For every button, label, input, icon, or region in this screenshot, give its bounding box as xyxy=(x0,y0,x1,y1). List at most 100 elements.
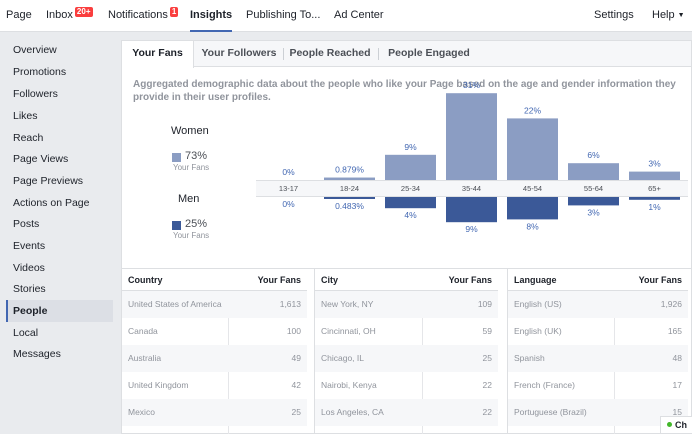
tab-settings[interactable]: Settings xyxy=(594,0,634,32)
column-header-your-fans[interactable]: Your Fans xyxy=(638,275,682,285)
row-value: 25 xyxy=(291,407,301,417)
sidebar-item-followers[interactable]: Followers xyxy=(13,88,58,100)
tab-ad-center[interactable]: Ad Center xyxy=(334,0,384,32)
caret-down-icon: ▼ xyxy=(677,12,685,19)
tab-publishing-label: Publishing To... xyxy=(246,9,321,21)
column-header-your-fans[interactable]: Your Fans xyxy=(448,275,492,285)
chat-button[interactable]: Ch xyxy=(660,416,692,434)
table-divider xyxy=(314,269,315,434)
column-header-country[interactable]: Country xyxy=(128,275,163,285)
women-value-label: 0.879% xyxy=(335,165,364,175)
row-name: Australia xyxy=(128,353,162,363)
men-value-label: 0% xyxy=(282,199,295,209)
women-value-label: 22% xyxy=(524,105,541,115)
column-header-your-fans[interactable]: Your Fans xyxy=(257,275,301,285)
table-header-row: Country Your Fans xyxy=(122,269,307,291)
row-name: Nairobi, Kenya xyxy=(321,380,377,390)
sidebar-item-videos[interactable]: Videos xyxy=(13,262,45,274)
row-name: Spanish xyxy=(514,353,545,363)
row-value: 49 xyxy=(291,353,301,363)
row-name: Los Angeles, CA xyxy=(321,407,384,417)
table-row: Los Angeles, CA 22 xyxy=(315,399,498,426)
tab-help[interactable]: Help ▼ xyxy=(652,0,685,32)
table-row: United Kingdom 42 xyxy=(122,372,307,399)
demographic-tables: Country Your Fans United States of Ameri… xyxy=(122,268,691,434)
sidebar-item-likes[interactable]: Likes xyxy=(13,110,38,122)
women-bar xyxy=(324,177,375,180)
online-status-icon xyxy=(667,422,672,427)
table-header-row: Language Your Fans xyxy=(508,269,688,291)
row-name: New York, NY xyxy=(321,299,374,309)
row-value: 22 xyxy=(482,380,492,390)
men-value-label: 3% xyxy=(587,207,600,217)
table-row: Spanish 48 xyxy=(508,345,688,372)
chat-label: Ch xyxy=(675,420,687,430)
tab-notifications-label: Notifications xyxy=(108,9,168,21)
women-bar xyxy=(507,118,558,180)
men-bar xyxy=(324,197,375,199)
tab-insights[interactable]: Insights xyxy=(190,0,233,32)
sidebar-item-page-previews[interactable]: Page Previews xyxy=(13,175,84,187)
table-row: Chicago, IL 25 xyxy=(315,345,498,372)
main-panel: Your Fans Your Followers People Reached … xyxy=(121,40,692,434)
sidebar-item-local[interactable]: Local xyxy=(13,327,39,339)
tab-publishing-tools[interactable]: Publishing To... xyxy=(246,0,320,32)
age-tick-label: 25-34 xyxy=(401,184,420,193)
women-bar xyxy=(629,171,680,180)
column-header-language[interactable]: Language xyxy=(514,275,557,285)
age-tick-label: 18-24 xyxy=(340,184,359,193)
men-value-label: 8% xyxy=(526,221,539,231)
sidebar-item-page-views[interactable]: Page Views xyxy=(13,153,69,165)
subtab-your-fans[interactable]: Your Fans xyxy=(122,41,194,68)
subtab-divider xyxy=(378,48,379,60)
row-value: 165 xyxy=(667,326,682,336)
women-value-label: 6% xyxy=(587,150,600,160)
sidebar-item-people[interactable]: People xyxy=(6,300,113,322)
row-name: Mexico xyxy=(128,407,155,417)
subtab-people-reached[interactable]: People Reached xyxy=(289,47,371,59)
tab-help-label: Help xyxy=(652,9,675,21)
table-row: English (UK) 165 xyxy=(508,318,688,345)
subtab-your-followers[interactable]: Your Followers xyxy=(201,47,277,59)
age-gender-chart: 0% 0% 13-17 0.879% 0.483% 18-24 9% 4% 25-34 31% 9%… xyxy=(279,80,680,234)
sidebar-item-stories[interactable]: Stories xyxy=(13,283,46,295)
men-fans-label: Your Fans xyxy=(173,231,210,240)
sidebar-item-reach[interactable]: Reach xyxy=(13,132,44,144)
men-value-label: 4% xyxy=(404,210,417,220)
row-name: English (UK) xyxy=(514,326,562,336)
row-value: 109 xyxy=(477,299,492,309)
men-bar xyxy=(446,197,497,223)
sidebar-item-actions-on-page[interactable]: Actions on Page xyxy=(13,197,90,209)
tab-notifications[interactable]: Notifications 1 xyxy=(108,0,179,32)
sidebar-item-posts[interactable]: Posts xyxy=(13,218,40,230)
table-row: Cincinnati, OH 59 xyxy=(315,318,498,345)
row-value: 48 xyxy=(672,353,682,363)
table-row: Mexico 25 xyxy=(122,399,307,426)
tab-inbox-label: Inbox xyxy=(46,9,73,21)
sidebar-item-overview[interactable]: Overview xyxy=(13,44,57,56)
table-divider xyxy=(507,269,508,434)
tab-insights-label: Insights xyxy=(190,9,233,21)
age-tick-label: 45-54 xyxy=(523,184,542,193)
row-name: Portuguese (Brazil) xyxy=(514,407,587,417)
row-name: French (France) xyxy=(514,380,575,390)
tab-inbox[interactable]: Inbox 20+ xyxy=(46,0,93,32)
men-percentage: 25% xyxy=(185,218,208,230)
row-value: 1,613 xyxy=(279,299,301,309)
women-swatch-icon xyxy=(172,153,181,162)
row-name: Chicago, IL xyxy=(321,353,364,363)
table-header-row: City Your Fans xyxy=(315,269,498,291)
women-value-label: 9% xyxy=(404,142,417,152)
sidebar-item-events[interactable]: Events xyxy=(13,240,46,252)
subtab-people-engaged[interactable]: People Engaged xyxy=(388,47,470,59)
table-row: New York, NY 109 xyxy=(315,291,498,318)
column-header-city[interactable]: City xyxy=(321,275,339,285)
inbox-badge: 20+ xyxy=(74,7,93,17)
women-fans-label: Your Fans xyxy=(173,163,210,172)
tab-page[interactable]: Page xyxy=(6,0,32,32)
men-bar xyxy=(385,197,436,209)
row-value: 100 xyxy=(286,326,301,336)
sidebar-item-messages[interactable]: Messages xyxy=(13,348,61,360)
sidebar-item-promotions[interactable]: Promotions xyxy=(13,66,67,78)
